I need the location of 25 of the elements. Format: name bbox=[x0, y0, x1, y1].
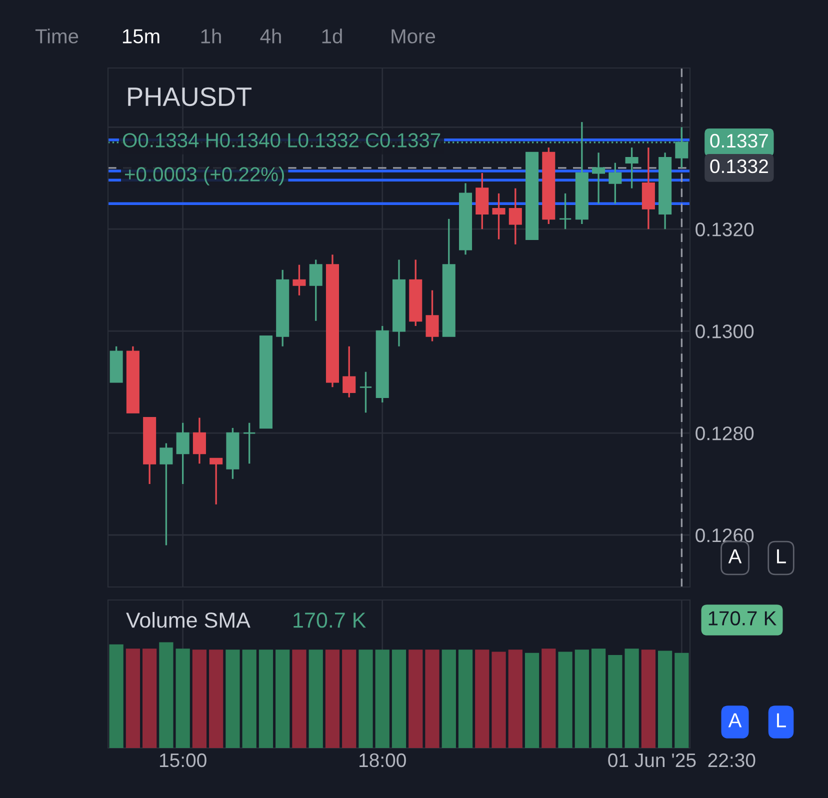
text: L bbox=[777, 713, 786, 728]
text: 1d bbox=[322, 28, 342, 44]
text: 4h bbox=[260, 28, 281, 44]
y-tick-label: 0.1260 bbox=[696, 528, 754, 542]
text: 170.7 K bbox=[708, 611, 776, 626]
text: 170.7 K bbox=[294, 612, 366, 628]
text: PHAUSDT bbox=[128, 87, 252, 106]
y-tick-label: 0.1300 bbox=[696, 324, 754, 338]
ref-line-label: 0.1337 bbox=[710, 134, 768, 148]
x-tick-label: 15:00 bbox=[160, 753, 206, 768]
text: 15m bbox=[122, 29, 160, 44]
text: 1h bbox=[201, 28, 221, 44]
x-tick-label: 01 Jun '25 22:30 bbox=[608, 753, 756, 768]
text: More bbox=[392, 29, 436, 44]
annotation: +0.0003 (+0.22%) bbox=[124, 166, 284, 186]
text: A bbox=[728, 549, 742, 564]
annotation: O0.1334 H0.1340 L0.1332 C0.1337 bbox=[122, 133, 440, 148]
ref-line-label: 0.1332 bbox=[710, 159, 768, 174]
text: Time bbox=[35, 28, 78, 44]
y-tick-label: 0.1280 bbox=[696, 426, 754, 440]
text: A bbox=[728, 713, 742, 728]
text: L bbox=[777, 549, 786, 564]
x-tick-label: 18:00 bbox=[360, 753, 406, 768]
chart-title: Volume SMA bbox=[126, 612, 250, 628]
y-tick-label: 0.1320 bbox=[696, 222, 754, 236]
